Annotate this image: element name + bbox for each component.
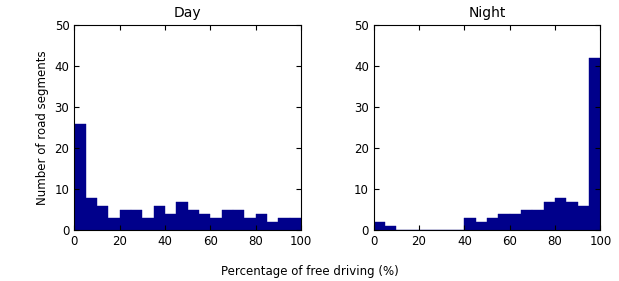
Y-axis label: Number of road segments: Number of road segments [36,51,49,205]
Text: Percentage of free driving (%): Percentage of free driving (%) [220,265,399,278]
Bar [74,124,85,230]
Bar [464,218,475,230]
Bar [578,206,589,230]
Bar [119,210,131,230]
Bar [589,58,600,230]
Bar [176,202,188,230]
Bar [256,214,267,230]
Bar [188,210,199,230]
Bar [267,222,279,230]
Bar [532,210,543,230]
Bar [233,210,245,230]
Bar [555,198,566,230]
Bar [279,218,290,230]
Bar [245,218,256,230]
Bar [85,198,97,230]
Bar [385,226,396,230]
Bar [475,222,487,230]
Bar [97,206,108,230]
Title: Day: Day [174,6,202,20]
Bar [165,214,176,230]
Bar [142,218,154,230]
Bar [131,210,142,230]
Bar [374,222,385,230]
Bar [566,202,578,230]
Bar [509,214,521,230]
Title: Night: Night [469,6,506,20]
Bar [487,218,498,230]
Bar [154,206,165,230]
Bar [498,214,509,230]
Bar [543,202,555,230]
Bar [199,214,210,230]
Bar [521,210,532,230]
Bar [210,218,222,230]
Bar [222,210,233,230]
Bar [108,218,119,230]
Bar [290,218,301,230]
